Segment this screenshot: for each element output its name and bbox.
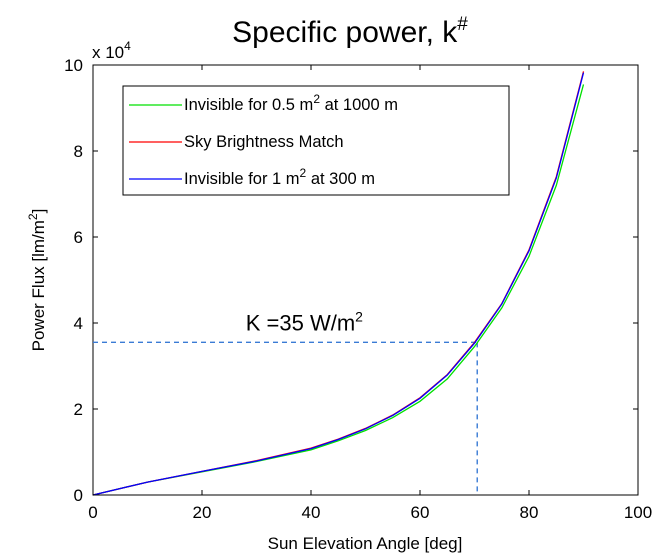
y-multiplier: x 104 [92, 39, 131, 62]
legend-label: Sky Brightness Match [184, 133, 344, 151]
y-tick-label: 2 [74, 400, 83, 419]
legend-label-rest: at 1000 m [320, 96, 398, 114]
legend-label-sup: 2 [300, 166, 307, 180]
y-tick-label: 6 [74, 228, 83, 247]
y-axis-label: Power Flux [lm/m2] [26, 209, 48, 352]
legend-box [122, 85, 510, 196]
y-axis-label-main: Power Flux [lm/m [29, 220, 48, 351]
legend-label-main: Invisible for 0.5 m [184, 96, 313, 114]
x-tick-label: 80 [520, 503, 539, 522]
legend-label: Invisible for 0.5 m2 at 1000 m [184, 92, 398, 114]
annotation-text: K =35 W/m [246, 310, 355, 335]
chart-title: Specific power, k# [232, 14, 468, 49]
x-axis-label: Sun Elevation Angle [deg] [268, 534, 463, 553]
y-multiplier-base: x 10 [92, 43, 124, 62]
y-axis-ticks: 0 2 4 6 8 10 [64, 56, 638, 505]
x-tick-label: 20 [193, 503, 212, 522]
legend-label-main: Invisible for 1 m [184, 170, 300, 188]
y-axis-label-end: ] [29, 209, 48, 214]
x-tick-label: 60 [411, 503, 430, 522]
y-multiplier-exp: 4 [124, 39, 131, 53]
x-tick-label: 0 [88, 503, 97, 522]
legend-label: Invisible for 1 m2 at 300 m [184, 166, 375, 188]
annotation-sup: 2 [355, 308, 363, 324]
legend-label-main: Sky Brightness Match [184, 133, 344, 151]
y-axis-label-sup: 2 [26, 213, 40, 220]
series-lines [92, 71, 585, 496]
reference-annotation: K =35 W/m2 [246, 308, 363, 335]
reference-lines [93, 341, 478, 495]
plot-frame [92, 64, 639, 496]
x-tick-label: 40 [302, 503, 321, 522]
chart-title-sup: # [457, 14, 468, 35]
legend-label-rest: at 300 m [306, 170, 375, 188]
legend-label-sup: 2 [313, 92, 320, 106]
x-tick-label: 100 [624, 503, 652, 522]
y-tick-label: 8 [74, 142, 83, 161]
y-tick-label: 10 [64, 56, 83, 75]
chart-title-main: Specific power, k [232, 16, 458, 49]
x-axis-ticks: 0 20 40 60 80 100 [88, 65, 652, 522]
y-tick-label: 4 [74, 314, 83, 333]
y-tick-label: 0 [74, 486, 83, 505]
series-line [92, 72, 585, 496]
